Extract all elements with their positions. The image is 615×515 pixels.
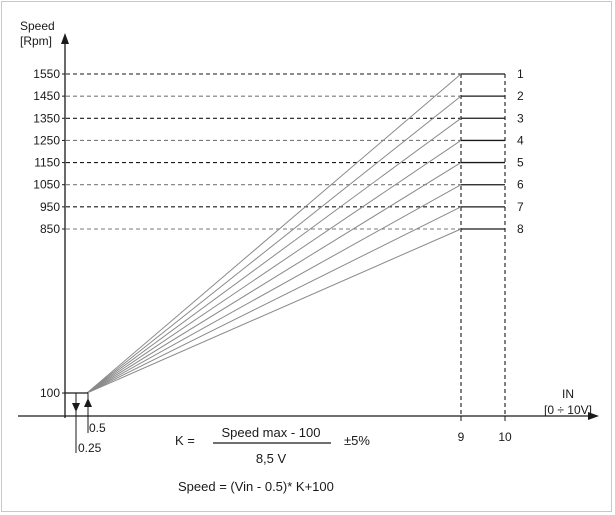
curve-label: 8	[517, 222, 524, 236]
curve-label: 2	[517, 89, 524, 103]
formula-k-tolerance: ±5%	[344, 433, 370, 448]
y-axis-title-line1: Speed	[20, 19, 55, 33]
formula-k-denominator: 8,5 V	[256, 451, 287, 466]
vin-0-25-arrow	[72, 403, 80, 412]
ramp-line	[86, 162, 462, 394]
curve-label: 6	[517, 178, 524, 192]
x-axis-arrow	[588, 412, 599, 420]
y-tick-label: 1350	[33, 111, 60, 125]
curve-labels: 1 2 3 4 5 6 7 8	[517, 67, 524, 236]
x-tick-0-25: 0.25	[78, 441, 102, 455]
ramp-line	[86, 184, 462, 394]
y-tick-label: 1450	[33, 89, 60, 103]
formula-speed: Speed = (Vin - 0.5)* K+100	[178, 479, 334, 494]
y-tick-label: 1250	[33, 133, 60, 147]
curve-label: 4	[517, 133, 524, 147]
curve-label: 1	[517, 67, 524, 81]
y-tick-label: 100	[40, 386, 60, 400]
x-tick-10: 10	[498, 430, 512, 444]
ramp-line	[86, 117, 462, 394]
vin-0-5-arrow	[84, 398, 92, 407]
y-tick-label: 1550	[33, 67, 60, 81]
x-tick-0-5: 0.5	[89, 421, 106, 435]
ramp-line	[86, 140, 462, 394]
y-tick-labels: 1550 1450 1350 1250 1150 1050 950 850 100	[33, 67, 65, 400]
ramp-line	[86, 73, 462, 394]
curve-label: 3	[517, 111, 524, 125]
x-tick-9: 9	[458, 430, 465, 444]
x-axis-title-line2: [0 ÷ 10V]	[544, 403, 592, 417]
formula-k-numerator: Speed max - 100	[221, 425, 320, 440]
ramp-line	[86, 206, 462, 394]
speed-plateaus	[461, 73, 505, 230]
ramp-line	[86, 95, 462, 394]
curve-label: 5	[517, 156, 524, 170]
y-tick-label: 950	[40, 200, 60, 214]
y-axis-title-line2: [Rpm]	[20, 34, 52, 48]
curve-label: 7	[517, 200, 524, 214]
speed-ramps	[86, 73, 462, 394]
y-tick-label: 1050	[33, 178, 60, 192]
ramp-line	[86, 228, 462, 394]
formula-k-lhs: K =	[175, 433, 195, 448]
y-tick-label: 1150	[34, 156, 60, 170]
y-axis-arrow	[61, 33, 69, 44]
y-tick-label: 850	[40, 222, 60, 236]
x-axis-title-line1: IN	[562, 387, 574, 401]
